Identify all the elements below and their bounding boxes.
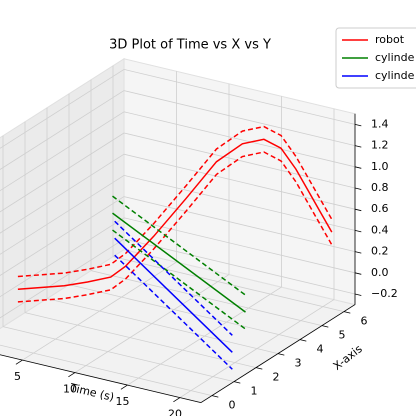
grid-line <box>0 344 213 396</box>
legend-label: cylinde <box>375 51 415 64</box>
y-tick-label: 0 <box>229 399 236 412</box>
legend: robot cylinde cylinde <box>335 27 416 89</box>
grid-line <box>46 298 279 354</box>
x-axis-line <box>0 354 202 403</box>
z-tick <box>354 293 362 296</box>
grid-line <box>2 326 235 382</box>
band-line <box>17 151 333 303</box>
grid-line <box>123 175 356 231</box>
x-tick <box>68 372 76 378</box>
y-tick-label: 3 <box>295 357 302 370</box>
grid-line <box>112 256 345 312</box>
x-tick <box>15 359 23 365</box>
series-line <box>112 212 246 313</box>
z-tick <box>354 272 362 275</box>
x-tick <box>173 397 181 403</box>
grid-line <box>123 69 356 125</box>
z-tick-label: 0.8 <box>371 181 389 194</box>
z-tick-label: 0.6 <box>371 202 389 215</box>
y-tick <box>255 367 263 370</box>
x-tick-label: 5 <box>14 370 21 383</box>
z-tick <box>354 166 362 169</box>
z-tick-label: −0.2 <box>371 287 398 300</box>
y-tick <box>277 353 285 356</box>
y-axis-label: X-axis <box>331 342 365 373</box>
z-tick <box>354 230 362 233</box>
z-tick <box>354 124 362 127</box>
band-line <box>112 229 246 330</box>
grid-line <box>123 196 356 252</box>
z-tick-label: 0.0 <box>371 266 389 279</box>
z-tick <box>354 208 362 212</box>
legend-box <box>335 27 416 89</box>
y-tick-label: 6 <box>361 315 368 328</box>
grid-line <box>123 132 356 189</box>
x-tick <box>120 384 128 390</box>
x-tick-label: 15 <box>116 395 130 408</box>
grid-line <box>90 270 323 326</box>
legend-label: cylinde <box>375 69 415 82</box>
band-line <box>114 220 233 336</box>
z-tick-label: 1.0 <box>371 160 389 173</box>
grid-line <box>68 284 301 340</box>
z-tick <box>354 251 362 254</box>
y-tick <box>321 325 329 328</box>
band-line <box>112 195 246 296</box>
y-axis-line <box>200 304 356 403</box>
grid-line <box>123 153 356 210</box>
series-line <box>114 237 233 353</box>
y-tick-label: 5 <box>339 329 346 342</box>
grid-line <box>123 111 356 168</box>
band-line <box>114 254 233 370</box>
y-tick <box>211 395 219 398</box>
y-tick-label: 1 <box>251 385 258 398</box>
y-tick <box>233 381 241 384</box>
x-axis-label: Time (s) <box>68 381 115 404</box>
y-tick-label: 2 <box>273 371 280 384</box>
chart-title: 3D Plot of Time vs X vs Y <box>109 38 271 53</box>
grid-line <box>123 238 356 295</box>
z-tick <box>354 145 362 148</box>
grid-line <box>24 312 257 368</box>
y-tick <box>343 311 351 314</box>
z-tick <box>354 187 362 190</box>
z-tick-label: 1.4 <box>371 117 389 130</box>
grid-line <box>123 90 356 146</box>
y-tick-label: 4 <box>317 343 324 356</box>
series-line <box>17 138 333 290</box>
legend-label: robot <box>375 33 405 46</box>
x-tick-label: 10 <box>63 383 77 396</box>
x-tick-label: 20 <box>168 408 182 416</box>
band-line <box>17 125 333 278</box>
z-tick-label: 1.2 <box>371 139 389 152</box>
y-tick <box>299 339 307 342</box>
z-tick-label: 0.4 <box>371 223 389 236</box>
z-tick-label: 0.2 <box>371 245 389 258</box>
